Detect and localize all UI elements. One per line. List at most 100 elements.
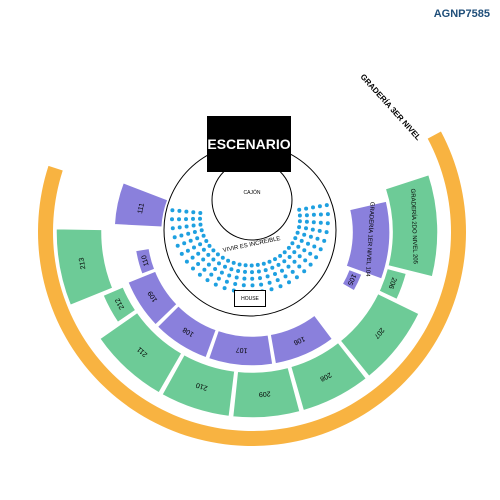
floor-seat-124[interactable] xyxy=(302,269,307,274)
floor-seat-136[interactable] xyxy=(197,272,202,277)
floor-seat-140[interactable] xyxy=(175,243,180,248)
floor-seat-25[interactable] xyxy=(199,228,204,233)
floor-seat-11[interactable] xyxy=(267,259,272,264)
floor-seat-144[interactable] xyxy=(170,208,175,213)
floor-seat-84[interactable] xyxy=(184,224,189,229)
section-210[interactable] xyxy=(160,353,236,418)
floor-seat-103[interactable] xyxy=(233,282,238,286)
floor-seat-68[interactable] xyxy=(280,268,284,273)
floor-seat-29[interactable] xyxy=(304,206,309,211)
floor-seat-35[interactable] xyxy=(296,244,301,249)
floor-seat-47[interactable] xyxy=(223,264,227,269)
floor-seat-85[interactable] xyxy=(184,217,188,222)
floor-seat-23[interactable] xyxy=(204,239,209,243)
floor-seat-51[interactable] xyxy=(201,247,206,252)
section-111[interactable] xyxy=(113,181,169,229)
floor-seat-5[interactable] xyxy=(293,236,298,241)
floor-seat-55[interactable] xyxy=(191,223,196,228)
floor-seat-111[interactable] xyxy=(182,241,187,246)
floor-seat-26[interactable] xyxy=(198,222,203,227)
floor-seat-73[interactable] xyxy=(242,276,247,281)
floor-seat-57[interactable] xyxy=(191,210,196,215)
floor-seat-41[interactable] xyxy=(263,268,268,273)
floor-seat-104[interactable] xyxy=(224,279,229,284)
floor-seat-66[interactable] xyxy=(292,259,297,264)
floor-seat-107[interactable] xyxy=(202,267,207,272)
floor-seat-17[interactable] xyxy=(231,260,236,265)
floor-seat-4[interactable] xyxy=(295,230,300,235)
floor-seat-19[interactable] xyxy=(220,255,225,260)
floor-seat-92[interactable] xyxy=(312,244,317,249)
section-211[interactable] xyxy=(98,311,184,395)
floor-seat-82[interactable] xyxy=(188,238,193,243)
floor-seat-126[interactable] xyxy=(287,280,291,285)
floor-seat-52[interactable] xyxy=(198,242,203,247)
floor-seat-45[interactable] xyxy=(236,269,241,273)
floor-seat-143[interactable] xyxy=(170,217,174,222)
floor-seat-15[interactable] xyxy=(243,263,248,268)
floor-seat-133[interactable] xyxy=(222,286,227,291)
floor-seat-1[interactable] xyxy=(297,213,302,218)
floor-seat-86[interactable] xyxy=(184,209,189,214)
floor-seat-38[interactable] xyxy=(282,259,287,264)
floor-seat-121[interactable] xyxy=(318,247,323,252)
floor-seat-141[interactable] xyxy=(172,235,177,240)
floor-seat-95[interactable] xyxy=(297,264,302,269)
floor-seat-87[interactable] xyxy=(317,204,322,209)
section-207[interactable] xyxy=(339,292,421,378)
section-212[interactable] xyxy=(101,285,137,324)
floor-seat-16[interactable] xyxy=(237,262,242,267)
section-108[interactable] xyxy=(156,304,218,359)
floor-seat-135[interactable] xyxy=(205,278,210,283)
floor-seat-134[interactable] xyxy=(213,282,218,287)
floor-seat-112[interactable] xyxy=(179,233,184,238)
floor-seat-125[interactable] xyxy=(294,275,299,280)
floor-seat-109[interactable] xyxy=(190,255,195,260)
floor-seat-139[interactable] xyxy=(179,251,184,256)
floor-seat-44[interactable] xyxy=(243,269,247,274)
floor-seat-46[interactable] xyxy=(229,267,234,272)
floor-seat-119[interactable] xyxy=(324,230,329,235)
floor-seat-127[interactable] xyxy=(278,284,283,289)
floor-seat-118[interactable] xyxy=(325,221,330,226)
floor-seat-114[interactable] xyxy=(177,217,181,222)
floor-seat-14[interactable] xyxy=(249,263,254,268)
floor-seat-36[interactable] xyxy=(292,250,297,255)
floor-seat-7[interactable] xyxy=(286,245,291,250)
floor-seat-75[interactable] xyxy=(227,273,232,278)
section-107[interactable] xyxy=(207,329,274,367)
floor-seat-110[interactable] xyxy=(185,248,190,253)
floor-seat-108[interactable] xyxy=(196,262,201,266)
section-209[interactable] xyxy=(231,366,302,419)
floor-seat-81[interactable] xyxy=(192,245,196,250)
floor-seat-122[interactable] xyxy=(314,255,319,260)
floor-seat-31[interactable] xyxy=(304,219,309,224)
section-106[interactable] xyxy=(269,314,334,365)
floor-seat-117[interactable] xyxy=(325,212,330,217)
floor-seat-101[interactable] xyxy=(250,283,255,288)
floor-seat-116[interactable] xyxy=(324,203,329,208)
floor-seat-106[interactable] xyxy=(209,272,214,277)
floor-seat-72[interactable] xyxy=(250,276,255,281)
floor-seat-69[interactable] xyxy=(273,272,277,276)
floor-seat-99[interactable] xyxy=(267,280,272,285)
floor-seat-40[interactable] xyxy=(270,265,275,270)
floor-seat-142[interactable] xyxy=(170,226,175,231)
floor-seat-28[interactable] xyxy=(198,211,203,215)
floor-seat-53[interactable] xyxy=(195,236,200,241)
floor-seat-18[interactable] xyxy=(226,258,231,263)
floor-seat-120[interactable] xyxy=(322,238,327,243)
section-208[interactable] xyxy=(289,341,368,412)
floor-seat-59[interactable] xyxy=(311,212,316,217)
floor-seat-30[interactable] xyxy=(304,213,309,218)
floor-seat-13[interactable] xyxy=(255,262,260,267)
floor-seat-22[interactable] xyxy=(207,243,212,248)
floor-seat-50[interactable] xyxy=(206,252,211,257)
floor-seat-42[interactable] xyxy=(256,269,261,274)
floor-seat-34[interactable] xyxy=(299,238,304,243)
floor-seat-128[interactable] xyxy=(269,287,274,292)
floor-seat-10[interactable] xyxy=(273,257,277,262)
floor-seat-93[interactable] xyxy=(308,251,313,256)
floor-seat-100[interactable] xyxy=(259,282,264,287)
floor-seat-61[interactable] xyxy=(310,227,315,232)
